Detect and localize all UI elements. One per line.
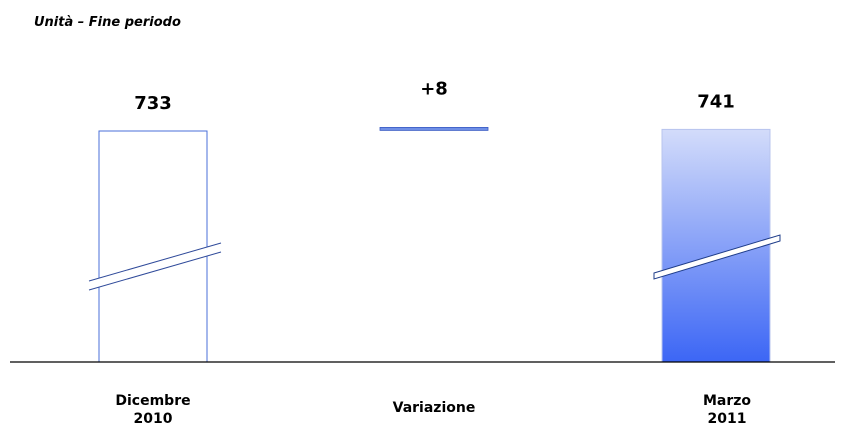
bars-layer: [88, 127, 781, 363]
value-label-1: +8: [420, 78, 448, 99]
category-label-2: Marzo 2011: [703, 393, 751, 427]
bar-1: [379, 127, 489, 131]
axis-break-band-2: [653, 234, 781, 280]
axis-break-line-upper-0: [88, 242, 222, 282]
category-label-line-2-1: 2011: [708, 411, 747, 427]
category-label-1: Variazione: [393, 400, 476, 416]
value-label-0: 733: [134, 93, 172, 114]
bar-0: [98, 130, 208, 363]
axis-break-gap-0: [89, 243, 221, 290]
category-label-line-1-0: Variazione: [393, 400, 476, 416]
chart-subtitle: Unità – Fine periodo: [34, 15, 181, 30]
labels-layer: 733 Dicembre 2010 +8 Variazione 741 Marzo 2011: [115, 78, 751, 427]
axis-break-line-lower-0: [88, 251, 222, 291]
category-label-0: Dicembre 2010: [115, 393, 190, 427]
category-label-line-0-1: 2010: [134, 411, 173, 427]
category-label-line-0-0: Dicembre: [115, 393, 190, 409]
value-label-2: 741: [697, 91, 735, 112]
category-label-line-2-0: Marzo: [703, 393, 751, 409]
